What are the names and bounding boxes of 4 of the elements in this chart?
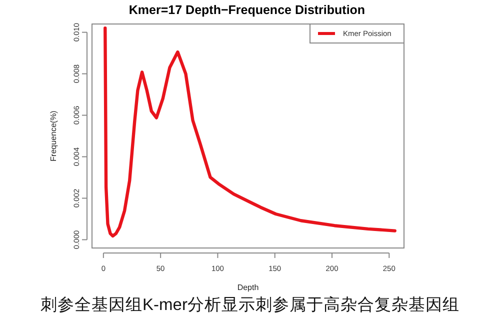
y-axis-title: Frequence(%)	[49, 110, 58, 162]
title: Kmer=17 Depth−Frequence Distribution	[128, 3, 366, 17]
x-axis-title: Depth	[237, 283, 259, 292]
annotation: 刺参全基因组K-mer分析显示刺参属于高杂合复杂基因组	[40, 296, 460, 314]
